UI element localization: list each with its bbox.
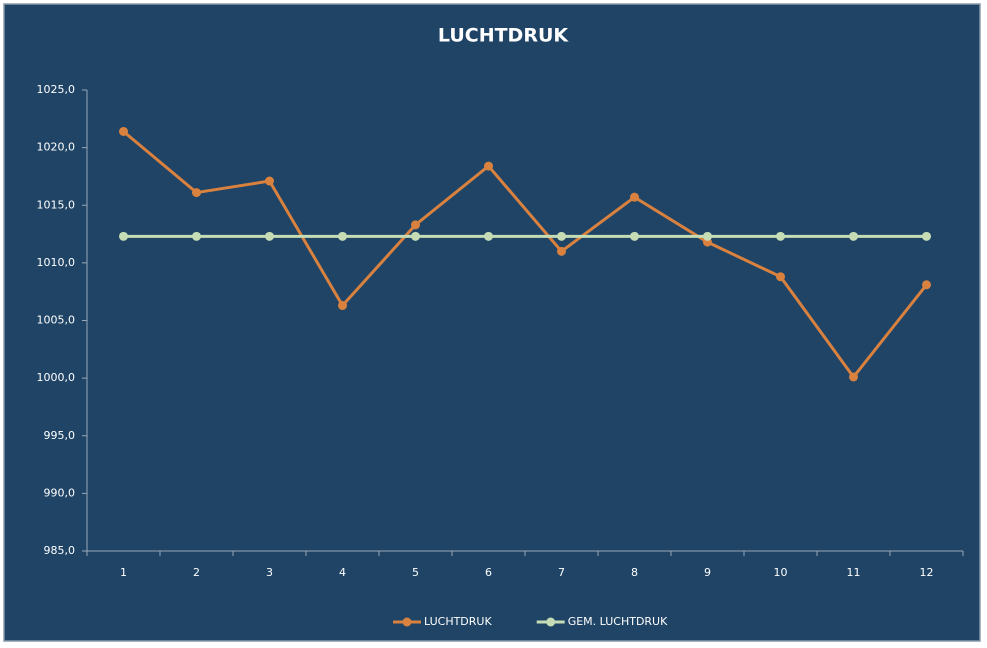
- chart-title: LUCHTDRUK: [438, 25, 569, 47]
- data-point: [338, 231, 347, 241]
- chart-background: [3, 3, 981, 642]
- data-point: [849, 372, 858, 382]
- data-point: [265, 176, 274, 186]
- y-tick-label: 1005,0: [37, 314, 76, 327]
- y-tick-label: 995,0: [44, 429, 76, 442]
- data-point: [411, 220, 420, 230]
- x-tick-label: 7: [558, 566, 565, 579]
- data-point: [411, 231, 420, 241]
- data-point: [849, 231, 858, 241]
- data-point: [776, 272, 785, 282]
- x-tick-label: 11: [847, 566, 861, 579]
- x-tick-label: 6: [485, 566, 492, 579]
- y-tick-label: 1025,0: [37, 83, 76, 96]
- x-tick-label: 4: [339, 566, 346, 579]
- x-tick-label: 5: [412, 566, 419, 579]
- legend-marker: [546, 617, 556, 627]
- y-tick-label: 985,0: [44, 544, 76, 557]
- y-tick-label: 1015,0: [37, 198, 76, 211]
- data-point: [119, 126, 128, 136]
- data-point: [703, 231, 712, 241]
- series-line: [122, 130, 928, 380]
- y-tick-label: 1020,0: [37, 141, 76, 154]
- data-point: [484, 231, 493, 241]
- x-tick-label: 9: [704, 566, 711, 579]
- data-point: [265, 231, 274, 241]
- x-tick-label: 10: [774, 566, 788, 579]
- data-point: [557, 246, 566, 256]
- data-point: [630, 192, 639, 202]
- legend-label: GEM. LUCHTDRUK: [568, 615, 668, 628]
- y-tick-label: 1010,0: [37, 256, 76, 269]
- data-point: [192, 188, 201, 198]
- data-point: [484, 161, 493, 171]
- x-tick-label: 1: [120, 566, 127, 579]
- data-point: [557, 231, 566, 241]
- y-tick-label: 990,0: [44, 486, 76, 499]
- y-tick-label: 1000,0: [37, 371, 76, 384]
- x-tick-label: 2: [193, 566, 200, 579]
- data-point: [776, 231, 785, 241]
- data-point: [338, 301, 347, 311]
- data-point: [922, 231, 931, 241]
- x-tick-label: 12: [920, 566, 934, 579]
- legend-marker: [402, 617, 412, 627]
- x-tick-label: 8: [631, 566, 638, 579]
- x-tick-label: 3: [266, 566, 273, 579]
- legend-label: LUCHTDRUK: [424, 615, 492, 628]
- data-point: [630, 231, 639, 241]
- data-point: [119, 231, 128, 241]
- data-point: [192, 231, 201, 241]
- data-point: [922, 280, 931, 290]
